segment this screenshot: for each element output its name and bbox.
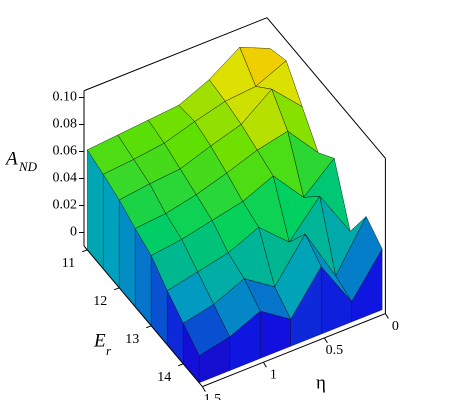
y-axis-title-sub: r: [106, 343, 112, 358]
y-tick: [82, 249, 88, 253]
x-tick: [323, 337, 328, 344]
z-tick-label: 0.10: [53, 90, 78, 105]
x-tick-label: 0.5: [326, 343, 344, 358]
z-axis-title: A: [4, 148, 18, 169]
z-tick-label: 0.02: [53, 198, 78, 213]
x-tick: [262, 361, 267, 368]
y-tick-label: 13: [125, 332, 139, 347]
y-axis-title: E: [93, 330, 106, 351]
box-edge: [83, 17, 268, 92]
box-edge: [202, 313, 386, 388]
z-tick-label: 0: [70, 225, 77, 240]
y-tick: [146, 325, 152, 329]
y-tick-label: 12: [93, 294, 107, 309]
z-tick-label: 0.08: [53, 117, 78, 132]
y-tick: [114, 287, 120, 291]
x-tick-label: 0: [392, 319, 399, 334]
x-tick: [201, 386, 206, 392]
x-tick-label: 1.5: [204, 392, 222, 400]
y-tick-label: 14: [157, 370, 171, 385]
z-axis-title-sub: ND: [18, 159, 38, 174]
y-tick-label: 11: [62, 256, 75, 271]
x-tick: [384, 313, 389, 319]
y-tick: [178, 363, 184, 367]
x-tick-label: 1: [270, 367, 277, 382]
box-edge: [83, 245, 203, 387]
z-tick-label: 0.06: [53, 144, 78, 159]
z-tick-label: 0.04: [53, 171, 78, 186]
box-edge: [266, 17, 386, 159]
x-axis-title: η: [316, 372, 326, 393]
front-curtain: [260, 311, 291, 359]
